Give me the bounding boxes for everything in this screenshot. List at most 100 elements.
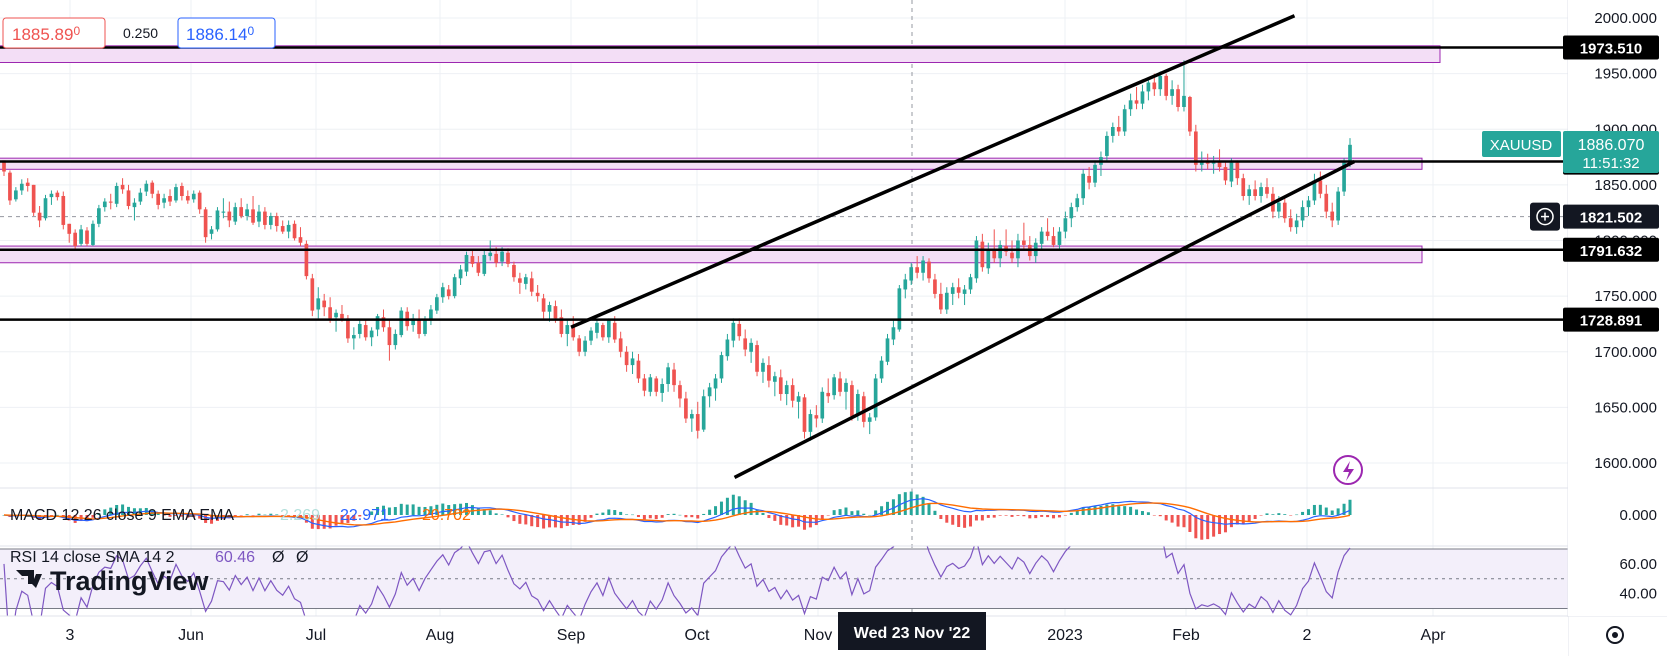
candle-body [180, 185, 184, 196]
macd-histogram-bar [67, 515, 71, 521]
candle-body [1146, 82, 1151, 92]
channel-upper-line [570, 14, 1296, 329]
candle-body [642, 378, 647, 391]
macd-histogram-bar [625, 514, 629, 515]
macd-histogram-bar [210, 515, 214, 524]
candle-body [559, 317, 564, 334]
macd-line-value: 22.971 [340, 507, 389, 524]
bid-box[interactable] [2, 17, 106, 49]
rsi-title[interactable]: RSI 14 close SMA 14 2 [10, 549, 175, 566]
macd-histogram-bar [1218, 515, 1222, 535]
macd-histogram-bar [340, 515, 344, 524]
countdown-label: 11:51:32 [1582, 155, 1639, 172]
lightning-glyph [1343, 461, 1354, 481]
macd-histogram-bar [132, 508, 136, 515]
candle-body [1170, 89, 1174, 96]
candle-body [251, 209, 255, 223]
candle-body [387, 327, 392, 346]
tv-logo-icon [16, 570, 42, 588]
candle-body [1312, 180, 1317, 201]
candle-body [873, 378, 878, 418]
macd-histogram-bar [1152, 515, 1156, 516]
macd-histogram-bar [850, 511, 854, 515]
macd-histogram-bar [1158, 515, 1162, 517]
settings-button[interactable] [1606, 626, 1624, 644]
macd-histogram-bar [1194, 515, 1198, 539]
macd-histogram-bar [186, 515, 190, 518]
plus-circle-icon [1536, 207, 1554, 226]
candle-body [328, 307, 332, 319]
candle-body [1223, 167, 1228, 181]
candle-body [606, 320, 611, 338]
time-tick-label: Jun [178, 627, 204, 644]
macd-histogram-bar [808, 515, 812, 528]
crosshair-price-label: 1821.502 [1580, 210, 1643, 227]
candle-body [488, 252, 493, 257]
price-header: 1885.890 0.250 1886.140 [2, 17, 276, 49]
candle-body [1265, 187, 1269, 194]
candle-body [529, 278, 534, 292]
macd-histogram-bar [239, 515, 243, 516]
macd-histogram-bar [1004, 515, 1008, 516]
ask-box[interactable] [177, 17, 276, 49]
candle-body [802, 397, 807, 432]
candle-body [316, 298, 321, 310]
candle-body [363, 325, 368, 338]
macd-histogram-bar [1111, 504, 1115, 515]
macd-histogram-bar [992, 515, 996, 518]
macd-histogram-bar [945, 515, 949, 523]
candle-body [85, 230, 89, 244]
candle-body [1259, 187, 1263, 196]
price-tick-label: 1750.000 [1594, 288, 1657, 305]
macd-histogram-bar [1040, 515, 1044, 517]
candle-body [1247, 189, 1252, 196]
candle-body [381, 317, 386, 328]
candle-body [209, 229, 214, 234]
rsi-pane [0, 546, 1568, 616]
candle-body [618, 338, 623, 352]
candle-body [108, 201, 113, 203]
alert-lightning[interactable] [1333, 455, 1363, 485]
candle-body [695, 414, 700, 431]
candle-body [268, 216, 273, 225]
candle-body [672, 369, 676, 386]
candle-body [1182, 95, 1186, 107]
macd-histogram-bar [903, 492, 907, 515]
time-tick-label: Apr [1421, 627, 1447, 644]
candle-body [1087, 175, 1091, 183]
candle-body [950, 287, 955, 294]
candle-body [927, 261, 931, 279]
macd-histogram-bar [1223, 515, 1227, 533]
macd-histogram-bar [269, 513, 273, 515]
candle-body [577, 338, 582, 352]
candle-body [1300, 207, 1305, 221]
macd-histogram-bar [55, 514, 59, 516]
candle-body [411, 318, 415, 326]
macd-histogram-bar [565, 515, 569, 526]
candle-body [1348, 144, 1352, 163]
macd-histogram-bar [660, 515, 664, 518]
macd-histogram-bar [1016, 515, 1020, 516]
candle-body [909, 267, 914, 281]
candle-body [660, 384, 665, 393]
candle-body [1081, 173, 1086, 199]
candle-body [968, 277, 973, 290]
candle-body [1235, 162, 1240, 179]
level-label-1791: 1791.632 [1580, 243, 1643, 260]
level-label-1728: 1728.891 [1580, 313, 1643, 330]
macd-histogram-bar [180, 515, 184, 517]
candle-body [980, 241, 985, 268]
rsi-tick-label: 40.00 [1619, 586, 1657, 603]
macd-title[interactable]: MACD 12 26 close 9 EMA EMA [10, 507, 234, 524]
candle-body [565, 325, 570, 334]
candle-body [636, 360, 641, 379]
macd-histogram-bar [1057, 515, 1061, 518]
time-axis[interactable]: 3 Jun Jul Aug Sep Oct Nov 2023 Feb 2 Apr [0, 617, 1568, 656]
candle-body [132, 202, 137, 208]
time-tick-label: 3 [66, 627, 75, 644]
candle-body [446, 289, 451, 297]
tradingview-logo: TradingView [16, 566, 210, 596]
gear-icon[interactable] [1606, 626, 1624, 644]
